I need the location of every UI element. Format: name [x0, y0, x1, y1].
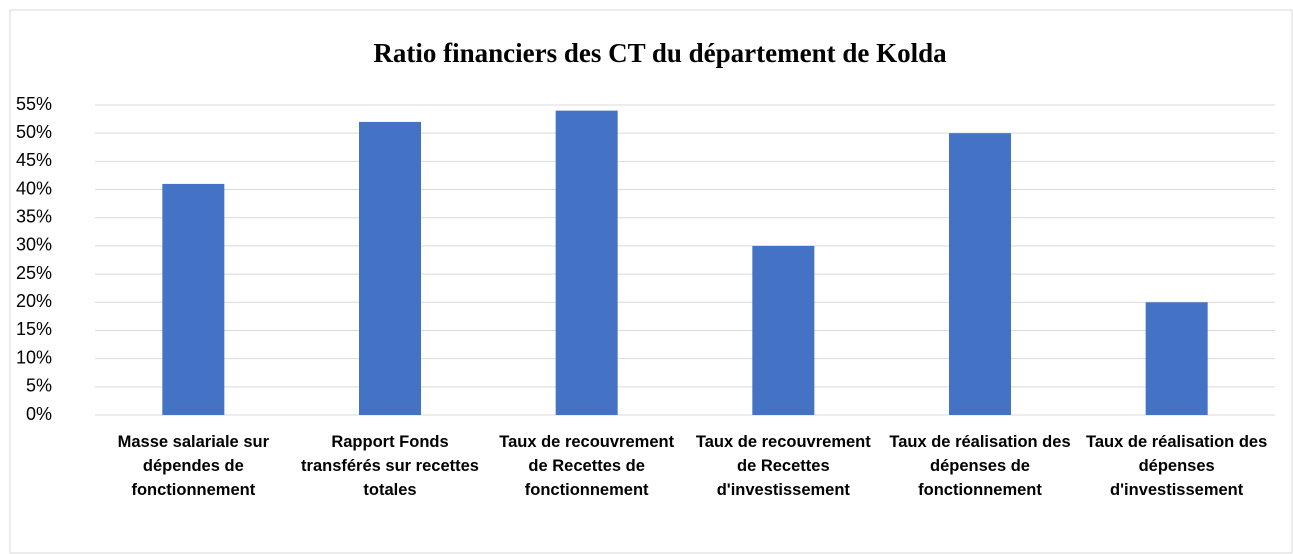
y-tick-label: 10%	[16, 347, 52, 367]
y-tick-label: 45%	[16, 150, 52, 170]
bar	[949, 133, 1011, 415]
y-tick-label: 40%	[16, 178, 52, 198]
x-tick-label: Rapport Fonds transférés sur recettes to…	[301, 433, 479, 499]
y-tick-label: 50%	[16, 122, 52, 142]
y-tick-label: 25%	[16, 263, 52, 283]
y-tick-label: 5%	[26, 376, 52, 396]
y-tick-label: 0%	[26, 404, 52, 424]
bar	[162, 183, 225, 415]
x-tick-label: Taux de recouvrement de Recettes d'inves…	[695, 433, 871, 499]
x-tick-label: Masse salariale sur dépendes de fonction…	[117, 433, 269, 499]
y-tick-label: 35%	[16, 206, 52, 226]
y-tick-label: 20%	[16, 291, 52, 311]
bar	[359, 121, 421, 415]
bar	[1145, 302, 1208, 415]
y-tick-label: 15%	[16, 319, 52, 339]
bar	[752, 245, 815, 415]
x-tick-label: Taux de recouvrement de Recettes de fonc…	[499, 433, 675, 499]
chart-title: Ratio financiers des CT du département d…	[373, 38, 947, 68]
x-tick-label: Taux de réalisation des dépenses de fonc…	[889, 433, 1071, 499]
x-tick-label: Taux de réalisation des dépenses d'inves…	[1086, 433, 1268, 499]
bar	[555, 110, 618, 416]
y-tick-label: 55%	[16, 94, 52, 114]
y-tick-label: 30%	[16, 235, 52, 255]
